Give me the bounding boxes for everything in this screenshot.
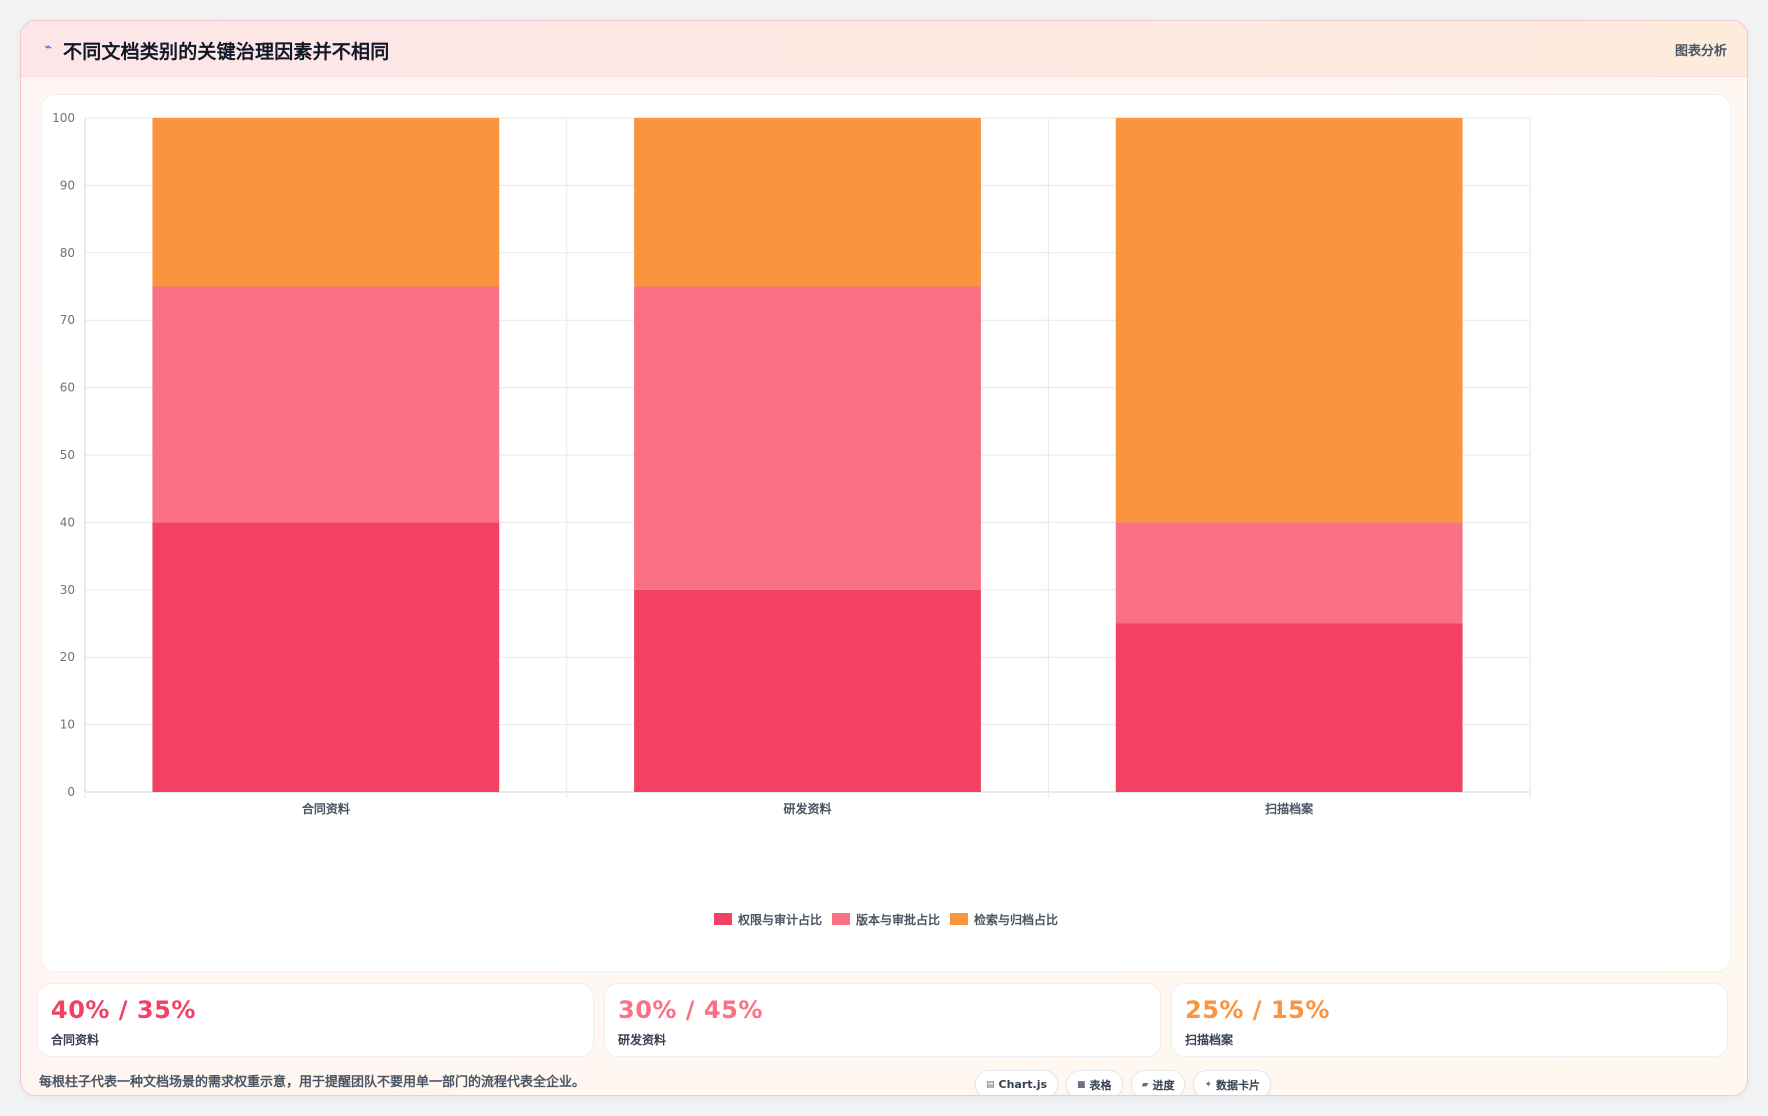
chart-legend: 权限与审计占比 版本与审批占比 检索与归档占比 [42,910,1730,928]
bar-segment [1115,118,1463,523]
pill-table[interactable]: ■ 表格 [1066,1070,1123,1095]
y-tick-label: 80 [60,246,75,260]
legend-swatch [713,913,732,925]
pill-label: 数据卡片 [1216,1078,1261,1092]
pill-chartjs[interactable]: ▤ Chart.js [975,1070,1059,1095]
bar-segment [152,522,500,792]
legend-label: 版本与审批占比 [855,912,940,927]
y-tick-label: 30 [60,583,75,597]
page-title: 不同文档类别的关键治理因素并不相同 [63,41,390,63]
bar-segment [1115,522,1463,624]
pill-label: Chart.js [998,1078,1048,1091]
stat-label: 研发资料 [618,1033,667,1047]
header-tag: 图表分析 [1674,44,1727,59]
bar-segment [634,286,981,590]
stat-label: 扫描档案 [1185,1033,1234,1047]
legend-swatch [831,913,850,925]
card-header: ⌁ 不同文档类别的关键治理因素并不相同 图表分析 [21,21,1747,77]
stat-value: 30% / 45% [618,996,763,1024]
table-icon: ■ [1077,1079,1086,1090]
y-tick-label: 20 [60,650,75,664]
pill-label: 进度 [1152,1078,1175,1092]
y-tick-label: 0 [67,785,75,799]
tech-tags: ▤ Chart.js ■ 表格 ▰ 进度 ✦ 数据卡片 [975,1070,1272,1095]
legend-label: 权限与审计占比 [737,912,822,927]
y-tick-label: 100 [52,111,75,125]
chart-footnote: 每根柱子代表一种文档场景的需求权重示意，用于提醒团队不要用单一部门的流程代表全企… [39,1075,586,1090]
pill-data-card[interactable]: ✦ 数据卡片 [1193,1070,1272,1095]
x-tick-label: 扫描档案 [1265,801,1314,816]
bar-segment [152,286,500,523]
bar-segment [634,118,981,287]
legend-item[interactable]: 权限与审计占比 [713,910,822,928]
legend-swatch [950,913,968,925]
chart-line-icon: ⌁ [44,40,52,55]
y-tick-label: 60 [60,381,75,395]
y-tick-label: 40 [60,515,75,529]
stat-card-contract: 40% / 35% 合同资料 [37,983,594,1057]
chart-panel: 0 10 20 30 40 50 60 70 80 90 100 合同资料 研发资料 扫描档案 权限与审计… [41,94,1731,972]
stat-label: 合同资料 [51,1033,100,1047]
sparkle-icon: ✦ [1204,1079,1213,1090]
y-tick-label: 70 [60,313,75,327]
chart-icon: ▤ [986,1079,995,1090]
bar-segment [634,589,981,792]
legend-label: 检索与归档占比 [974,912,1059,927]
bar-segment [152,118,500,287]
pill-progress[interactable]: ▰ 进度 [1130,1070,1186,1095]
y-tick-label: 50 [60,448,75,462]
x-tick-label: 合同资料 [302,801,350,816]
x-tick-label: 研发资料 [783,801,831,816]
stat-card-rnd: 30% / 45% 研发资料 [604,983,1161,1057]
bar-segment [1115,623,1463,792]
stat-value: 40% / 35% [51,996,196,1024]
legend-item[interactable]: 版本与审批占比 [831,910,940,928]
chart-card: ⌁ 不同文档类别的关键治理因素并不相同 图表分析 0 10 20 30 40 50 60 70… [20,20,1748,1096]
y-tick-label: 90 [60,178,75,192]
y-tick-label: 10 [60,718,75,732]
progress-icon: ▰ [1141,1079,1149,1090]
stacked-bar-chart: 0 10 20 30 40 50 60 70 80 90 100 合同资料 研发资料 扫描档案 [52,111,1531,816]
stat-value: 25% / 15% [1185,996,1330,1024]
stat-card-scan: 25% / 15% 扫描档案 [1171,983,1728,1057]
legend-item[interactable]: 检索与归档占比 [950,910,1058,928]
pill-label: 表格 [1089,1078,1112,1092]
